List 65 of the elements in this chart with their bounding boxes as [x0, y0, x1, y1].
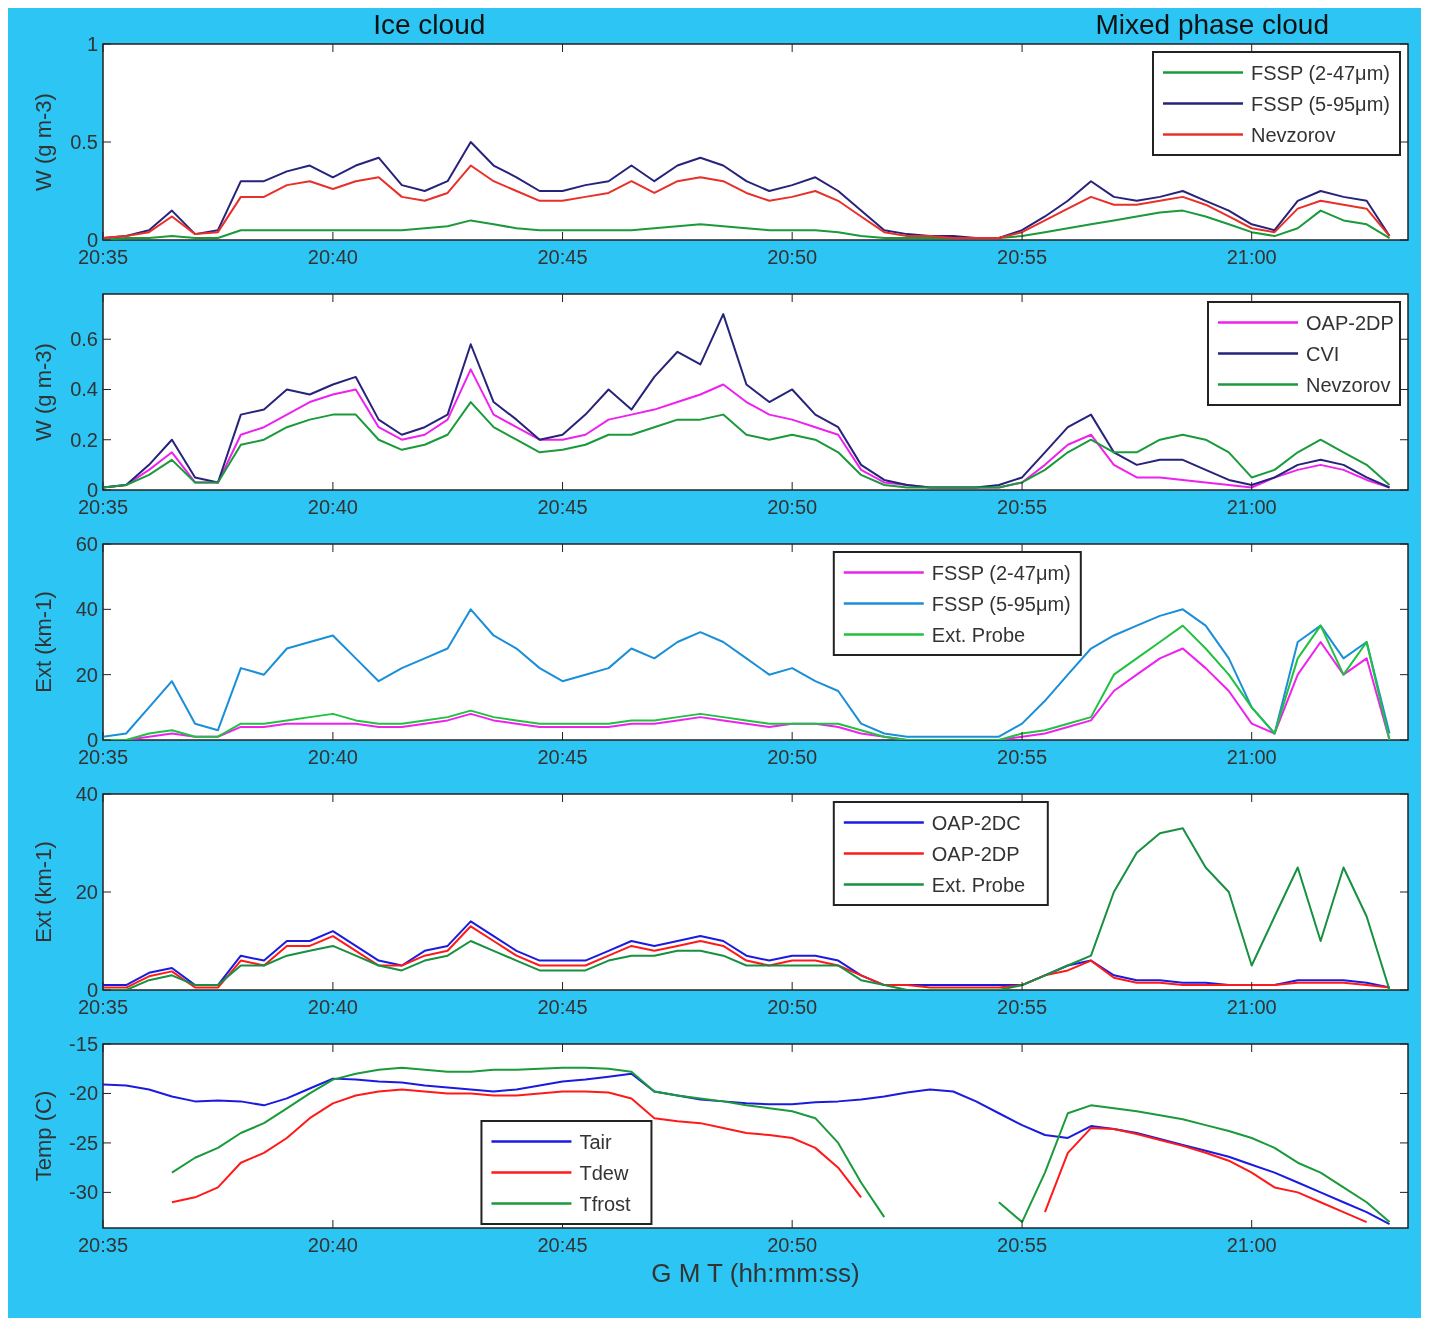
x-tick-label: 20:50	[767, 246, 818, 268]
text: Ice cloud	[373, 9, 486, 40]
x-tick-label: 20:55	[997, 746, 1048, 768]
y-axis-title: W (g m-3)	[31, 93, 56, 191]
x-tick-label: 21:00	[1226, 746, 1277, 768]
x-tick-label: 21:00	[1226, 996, 1277, 1018]
y-tick-label: -15	[69, 1033, 98, 1055]
y-tick-label: 0.2	[70, 428, 98, 451]
x-tick-label: 20:45	[537, 496, 588, 518]
y-tick-label: 40	[75, 783, 98, 805]
x-tick-label: 20:55	[997, 246, 1048, 268]
legend-label: OAP-2DC	[931, 811, 1021, 834]
legend-label: Tair	[579, 1130, 613, 1153]
x-tick-label: 21:00	[1226, 496, 1277, 518]
legend-label: Ext. Probe	[931, 623, 1026, 646]
legend-label: Tfrost	[579, 1192, 632, 1215]
legend-label: Ext. Probe	[931, 873, 1026, 896]
line-series	[103, 164, 1391, 240]
legend-label: OAP-2DP	[931, 842, 1020, 865]
y-tick-label: 1	[86, 33, 98, 55]
y-tick-label: -25	[69, 1131, 98, 1154]
y-tick-label: 40	[75, 598, 98, 621]
x-tick-label: 20:40	[307, 246, 358, 268]
y-tick-label: 0.5	[70, 131, 98, 153]
x-tick-label: 20:55	[997, 1234, 1048, 1256]
x-tick-label: 20:45	[537, 746, 588, 768]
text: Mixed phase cloud	[1095, 9, 1329, 40]
legend-label: Tdew	[579, 1161, 629, 1184]
x-tick-label: 21:00	[1226, 1234, 1277, 1256]
legend-label: FSSP (2-47μm)	[931, 561, 1071, 584]
y-tick-label: 20	[75, 663, 98, 686]
legend-label: OAP-2DP	[1306, 311, 1394, 334]
x-tick-label: 20:50	[767, 996, 818, 1018]
y-tick-label: -30	[69, 1181, 98, 1204]
x-tick-label: 20:45	[537, 1234, 588, 1256]
y-tick-label: 0.6	[70, 328, 98, 351]
y-tick-label: 20	[75, 881, 98, 903]
x-tick-label: 20:35	[77, 1234, 129, 1256]
x-tick-label: 20:55	[997, 996, 1048, 1018]
x-tick-label: 20:50	[767, 746, 818, 768]
x-tick-label: 20:40	[307, 496, 358, 518]
y-tick-label: -20	[69, 1082, 98, 1105]
legend-label: FSSP (5-95μm)	[1251, 92, 1390, 115]
legend-label: FSSP (5-95μm)	[931, 592, 1071, 615]
y-tick-label: 0.4	[70, 378, 98, 401]
x-tick-label: 20:45	[537, 996, 588, 1018]
legend-label: Nevzorov	[1306, 373, 1391, 396]
x-tick-label: 21:00	[1226, 246, 1277, 268]
x-tick-label: 20:40	[307, 1234, 358, 1256]
line-series	[103, 401, 1391, 489]
x-tick-label: 20:40	[307, 996, 358, 1018]
x-tick-label: 20:50	[767, 496, 818, 518]
x-tick-label: 20:55	[997, 496, 1048, 518]
legend-label: Nevzorov	[1251, 123, 1336, 146]
y-axis-title: Temp (C)	[31, 1090, 56, 1182]
y-axis-title: Ext (km-1)	[31, 591, 56, 693]
y-axis-title: Ext (km-1)	[31, 841, 56, 943]
y-axis-title: W (g m-3)	[31, 343, 56, 441]
x-tick-label: 20:45	[537, 246, 588, 268]
legend-label: CVI	[1306, 342, 1340, 365]
x-axis-title: G M T (hh:mm:ss)	[651, 1258, 860, 1288]
legend-label: FSSP (2-47μm)	[1251, 61, 1390, 84]
x-tick-label: 20:40	[307, 746, 358, 768]
y-tick-label: 60	[75, 533, 98, 555]
x-tick-label: 20:50	[767, 1234, 818, 1256]
